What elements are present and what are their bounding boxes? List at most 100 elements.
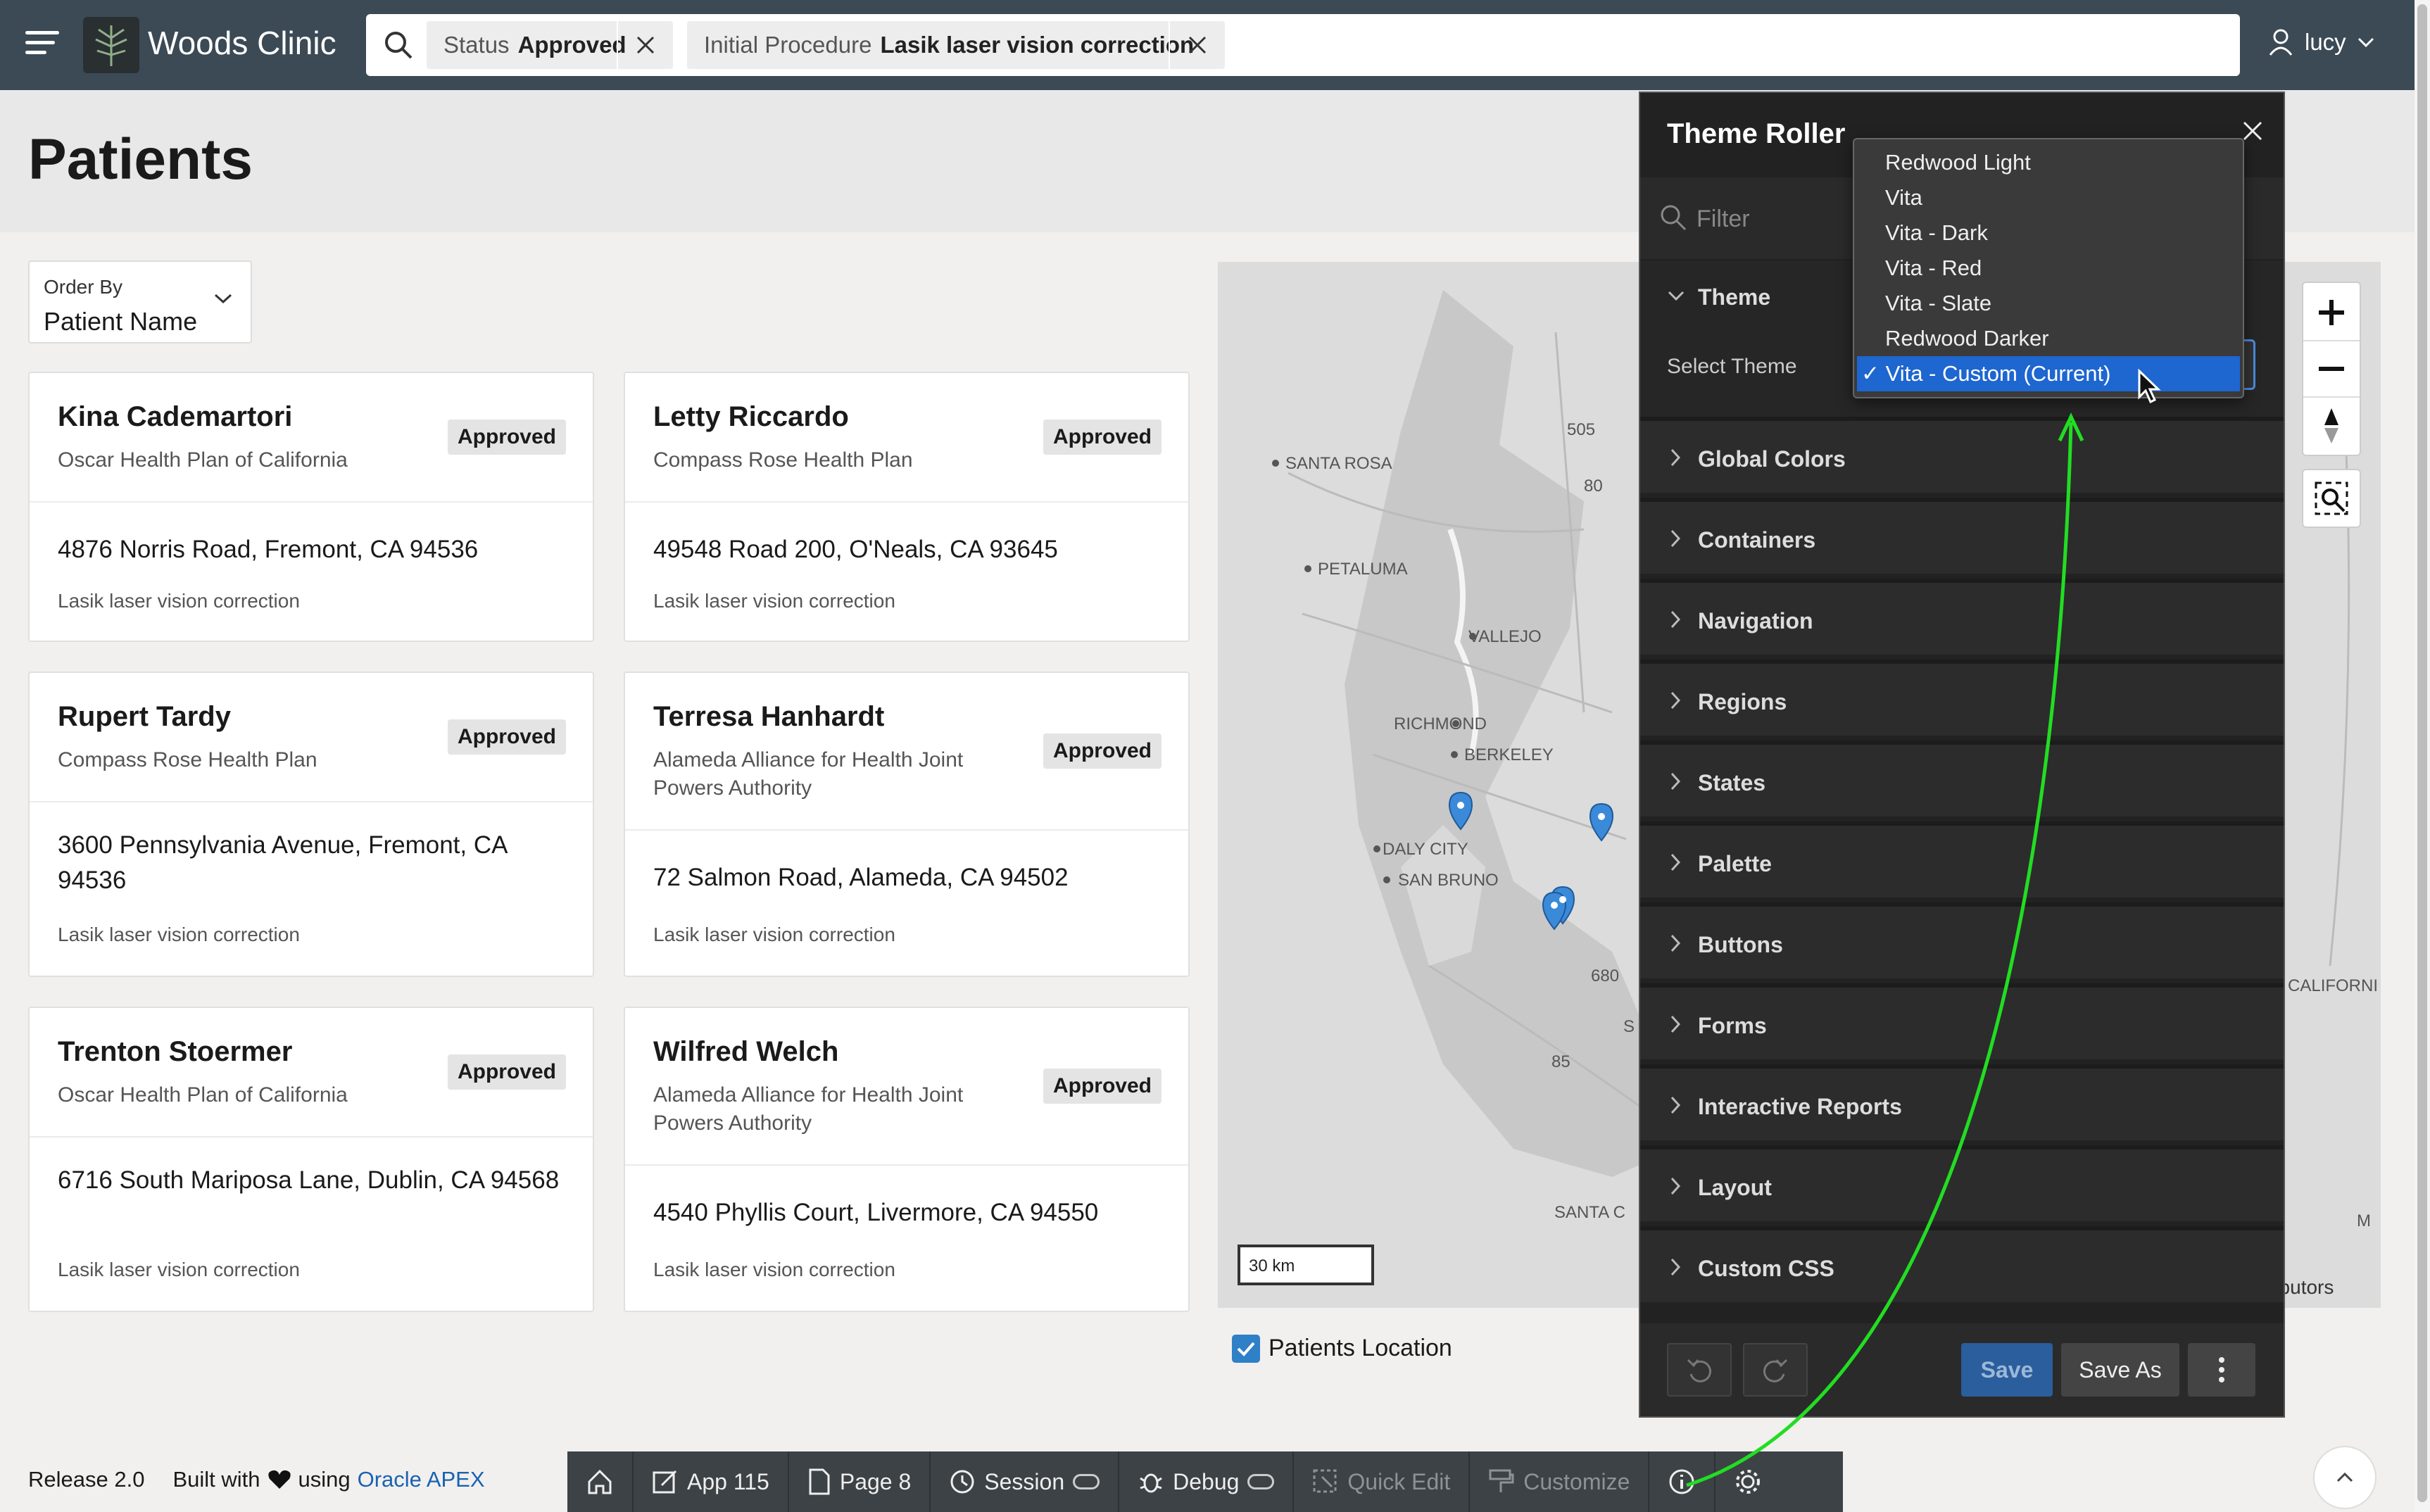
debug-button[interactable]: Debug: [1119, 1451, 1295, 1512]
section-regions[interactable]: Regions: [1640, 660, 2284, 736]
search-icon[interactable]: [383, 30, 414, 64]
map-zoom-extent-control[interactable]: [2302, 469, 2361, 528]
home-icon: [588, 1469, 612, 1494]
scrollbar-thumb[interactable]: [2417, 4, 2427, 1502]
patient-card[interactable]: Letty Riccardo Compass Rose Health Plan …: [624, 372, 1190, 642]
app-button[interactable]: App 115: [634, 1451, 789, 1512]
card-divider: [30, 1136, 593, 1138]
chevron-right-icon: [1670, 1015, 1681, 1033]
chevron-right-icon: [1670, 1096, 1681, 1114]
theme-option[interactable]: Vita - Slate: [1885, 291, 1992, 315]
page-button[interactable]: Page 8: [789, 1451, 931, 1512]
search-bar[interactable]: Status Approved Initial Procedure Lasik …: [366, 14, 2240, 76]
oracle-apex-link[interactable]: Oracle APEX: [357, 1467, 485, 1492]
section-label: Global Colors: [1698, 446, 1846, 472]
section-forms[interactable]: Forms: [1640, 983, 2284, 1059]
map-label: CALIFORNI: [2288, 976, 2378, 995]
remove-chip-icon[interactable]: [1169, 21, 1225, 69]
search-icon: [1661, 205, 1687, 231]
close-icon[interactable]: [2240, 118, 2265, 147]
page-label: Page 8: [839, 1468, 912, 1494]
theme-option-selected[interactable]: ✓ Vita - Custom (Current): [1857, 356, 2240, 391]
patient-name[interactable]: Trenton Stoermer: [58, 1036, 293, 1067]
section-containers[interactable]: Containers: [1640, 498, 2284, 574]
patient-card[interactable]: Trenton Stoermer Oscar Health Plan of Ca…: [28, 1007, 594, 1312]
patient-name[interactable]: Wilfred Welch: [653, 1036, 839, 1067]
theme-option[interactable]: Redwood Light: [1885, 150, 2031, 175]
theme-option[interactable]: Vita - Dark: [1885, 220, 1988, 245]
settings-button[interactable]: [1716, 1451, 1780, 1512]
page-title: Patients: [28, 127, 253, 191]
quick-edit-icon: [1313, 1469, 1337, 1493]
section-label: Buttons: [1698, 932, 1783, 957]
section-label: States: [1698, 770, 1766, 795]
kebab-menu-icon: [2219, 1357, 2224, 1382]
app-title[interactable]: Woods Clinic: [148, 25, 336, 61]
section-custom-css[interactable]: Custom CSS: [1640, 1226, 2284, 1302]
quick-edit-label: Quick Edit: [1347, 1468, 1451, 1494]
patient-name[interactable]: Letty Riccardo: [653, 401, 849, 432]
theme-option[interactable]: Vita: [1885, 185, 1922, 210]
remove-chip-icon[interactable]: [617, 21, 673, 69]
patient-card[interactable]: Wilfred Welch Alameda Alliance for Healt…: [624, 1007, 1190, 1312]
patient-name[interactable]: Terresa Hanhardt: [653, 701, 885, 732]
compass-icon[interactable]: [2324, 408, 2338, 443]
user-menu[interactable]: lucy: [2268, 28, 2374, 56]
section-label: Custom CSS: [1698, 1256, 1834, 1281]
undo-button[interactable]: [1667, 1343, 1732, 1397]
patient-card[interactable]: Rupert Tardy Compass Rose Health Plan Ap…: [28, 672, 594, 977]
customize-button[interactable]: Customize: [1470, 1451, 1650, 1512]
scroll-to-top-button[interactable]: [2313, 1446, 2377, 1509]
chevron-down-icon[interactable]: [1667, 290, 1685, 303]
patient-card[interactable]: Kina Cademartori Oscar Health Plan of Ca…: [28, 372, 594, 642]
section-label: Layout: [1698, 1175, 1772, 1200]
home-button[interactable]: [567, 1451, 634, 1512]
section-states[interactable]: States: [1640, 741, 2284, 817]
save-button[interactable]: Save: [1961, 1343, 2053, 1397]
section-layout[interactable]: Layout: [1640, 1145, 2284, 1221]
debug-toggle[interactable]: [1247, 1474, 1275, 1489]
session-button[interactable]: Session: [931, 1451, 1120, 1512]
patients-location-label[interactable]: Patients Location: [1268, 1335, 1452, 1361]
theme-section-title[interactable]: Theme: [1698, 284, 1771, 310]
zoom-in-icon[interactable]: [2319, 300, 2344, 325]
chevron-right-icon: [1670, 448, 1681, 467]
clinic-logo[interactable]: [83, 17, 139, 73]
order-by-select[interactable]: Order By Patient Name: [28, 260, 252, 344]
filter-input[interactable]: Filter: [1696, 206, 1750, 232]
patient-plan: Alameda Alliance for Health Joint Powers…: [653, 1083, 964, 1135]
section-global-colors[interactable]: Global Colors: [1640, 417, 2284, 493]
section-navigation[interactable]: Navigation: [1640, 579, 2284, 655]
map-label: RICHMOND: [1394, 714, 1487, 733]
redo-icon: [1763, 1359, 1788, 1382]
menu-icon[interactable]: [25, 31, 59, 59]
patient-card[interactable]: Terresa Hanhardt Alameda Alliance for He…: [624, 672, 1190, 977]
session-toggle[interactable]: [1073, 1474, 1100, 1489]
map-canvas: SANTA ROSA PETALUMA VALLEJO RICHMOND BER…: [1238, 290, 2378, 1298]
zoom-extent-icon[interactable]: [2303, 470, 2360, 527]
chevron-right-icon: [1670, 934, 1681, 952]
redo-button[interactable]: [1743, 1343, 1808, 1397]
chevron-right-icon: [1670, 691, 1681, 710]
session-label: Session: [984, 1468, 1065, 1494]
section-palette[interactable]: Palette: [1640, 821, 2284, 897]
card-divider: [625, 1164, 1188, 1166]
section-interactive-reports[interactable]: Interactive Reports: [1640, 1064, 2284, 1140]
section-buttons[interactable]: Buttons: [1640, 902, 2284, 978]
theme-option[interactable]: Redwood Darker: [1885, 326, 2049, 351]
quick-edit-button[interactable]: Quick Edit: [1294, 1451, 1471, 1512]
patient-plan: Alameda Alliance for Health Joint Powers…: [653, 748, 964, 800]
mouse-cursor-icon: [2138, 369, 2161, 404]
chip-label: Status: [443, 32, 510, 58]
patients-location-checkbox[interactable]: [1232, 1335, 1260, 1363]
save-as-button[interactable]: Save As: [2061, 1343, 2179, 1397]
map-label: PETALUMA: [1318, 560, 1408, 579]
map-label: M: [2357, 1211, 2371, 1230]
map-zoom-controls: [2302, 282, 2361, 456]
patient-name[interactable]: Kina Cademartori: [58, 401, 293, 432]
patient-procedure: Lasik laser vision correction: [653, 1259, 895, 1280]
theme-roller-title[interactable]: Theme Roller: [1667, 118, 1846, 149]
theme-option[interactable]: Vita - Red: [1885, 256, 1982, 280]
patient-name[interactable]: Rupert Tardy: [58, 701, 231, 732]
more-options-button[interactable]: [2188, 1343, 2255, 1397]
